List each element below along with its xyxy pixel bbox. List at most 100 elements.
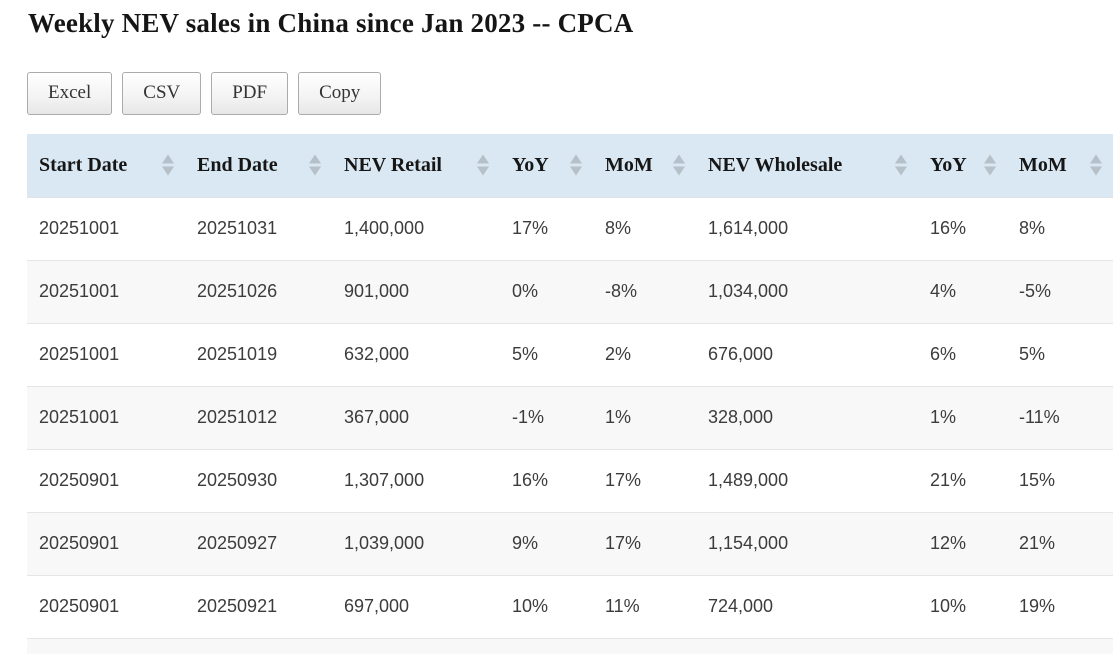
column-header-label: MoM (605, 153, 653, 176)
table-cell: 17% (512, 218, 549, 239)
table-cell: 17% (605, 470, 642, 491)
sort-down-icon (570, 166, 582, 176)
column-header-yoy-6[interactable]: YoY (918, 134, 1007, 198)
table-cell: 6% (930, 344, 957, 365)
column-header-label: MoM (1019, 153, 1067, 176)
column-header-nev-wholesale-5[interactable]: NEV Wholesale (696, 134, 918, 198)
table-row: 20251001 20251019 632,000 5% 2% 676,000 6% 5% (27, 323, 1113, 387)
table-cell: 20251019 (197, 344, 278, 365)
table-cell (1007, 638, 1113, 654)
table-cell: 19% (1019, 596, 1056, 617)
table-cell: 9% (512, 533, 539, 554)
sort-icon (162, 154, 174, 176)
pdf-button[interactable]: PDF (211, 72, 289, 116)
sort-up-icon (895, 154, 907, 164)
sort-icon (984, 154, 996, 176)
sort-down-icon (477, 166, 489, 176)
sort-icon (895, 154, 907, 176)
table-cell: 328,000 (708, 407, 774, 428)
sort-icon (309, 154, 321, 176)
table-cell (696, 638, 918, 654)
sort-icon (477, 154, 489, 176)
nev-sales-table: Start Date End Date NEV Retail YoY MoM NEV Wh… (27, 134, 1113, 654)
table-cell: 21% (1019, 533, 1056, 554)
column-header-label: YoY (512, 153, 549, 176)
table-cell: 1,489,000 (708, 470, 789, 491)
table-cell: 1,034,000 (708, 281, 789, 302)
table-row-partial (27, 638, 1113, 654)
table-row: 20250901 20250930 1,307,000 16% 17% 1,489,000… (27, 449, 1113, 513)
table-cell: 10% (930, 596, 967, 617)
table-cell: 20251001 (39, 281, 120, 302)
table-row: 20250901 20250927 1,039,000 9% 17% 1,154,000 1… (27, 512, 1113, 576)
sort-icon (570, 154, 582, 176)
table-cell: 20251026 (197, 281, 278, 302)
table-cell: 12% (930, 533, 967, 554)
table-cell: 676,000 (708, 344, 774, 365)
column-header-nev-retail-2[interactable]: NEV Retail (332, 134, 500, 198)
sort-up-icon (162, 154, 174, 164)
sort-down-icon (309, 166, 321, 176)
table-cell: 20250921 (197, 596, 278, 617)
table-cell: 0% (512, 281, 539, 302)
sort-up-icon (309, 154, 321, 164)
table-cell (593, 638, 696, 654)
column-header-mom-7[interactable]: MoM (1007, 134, 1113, 198)
table-cell: 1,400,000 (344, 218, 425, 239)
table-cell (27, 638, 185, 654)
table-cell: 21% (930, 470, 967, 491)
table-row: 20250901 20250921 697,000 10% 11% 724,000 10% 1… (27, 575, 1113, 639)
table-cell (185, 638, 332, 654)
table-cell: 5% (1019, 344, 1046, 365)
table-cell: 20250901 (39, 470, 120, 491)
sort-up-icon (570, 154, 582, 164)
excel-button[interactable]: Excel (27, 72, 113, 116)
table-cell: 632,000 (344, 344, 410, 365)
column-header-label: End Date (197, 153, 278, 176)
column-header-end-date-1[interactable]: End Date (185, 134, 332, 198)
table-cell: 16% (512, 470, 549, 491)
table-cell: 1% (605, 407, 632, 428)
column-header-label: NEV Retail (344, 153, 442, 176)
table-cell: 901,000 (344, 281, 410, 302)
csv-button[interactable]: CSV (122, 72, 202, 116)
sort-up-icon (477, 154, 489, 164)
table-cell: 16% (930, 218, 967, 239)
column-header-start-date-0[interactable]: Start Date (27, 134, 185, 198)
sort-up-icon (984, 154, 996, 164)
table-cell: -8% (605, 281, 638, 302)
sort-icon (1090, 154, 1102, 176)
table-cell: 1,307,000 (344, 470, 425, 491)
table-cell: 4% (930, 281, 957, 302)
copy-button[interactable]: Copy (298, 72, 382, 116)
table-cell (332, 638, 500, 654)
column-header-mom-4[interactable]: MoM (593, 134, 696, 198)
table-cell: 1,039,000 (344, 533, 425, 554)
table-cell: 15% (1019, 470, 1056, 491)
table-cell: 20250901 (39, 596, 120, 617)
table-cell: 8% (1019, 218, 1046, 239)
table-cell: 1,614,000 (708, 218, 789, 239)
table-cell: 2% (605, 344, 632, 365)
table-cell: 20250901 (39, 533, 120, 554)
table-row: 20251001 20251012 367,000 -1% 1% 328,000 1% -11… (27, 386, 1113, 450)
table-cell: 367,000 (344, 407, 410, 428)
table-body: 20251001 20251031 1,400,000 17% 8% 1,614,000 1… (27, 197, 1113, 654)
column-header-yoy-3[interactable]: YoY (500, 134, 593, 198)
table-row: 20251001 20251026 901,000 0% -8% 1,034,000 4% -… (27, 260, 1113, 324)
page: Weekly NEV sales in China since Jan 2023… (0, 8, 1119, 654)
column-header-label: NEV Wholesale (708, 153, 843, 176)
column-header-label: Start Date (39, 153, 128, 176)
table-cell: -11% (1019, 407, 1060, 428)
sort-up-icon (1090, 154, 1102, 164)
table-cell (500, 638, 593, 654)
table-cell: 8% (605, 218, 632, 239)
sort-down-icon (673, 166, 685, 176)
table-cell: 10% (512, 596, 549, 617)
table-cell: 20251001 (39, 407, 120, 428)
sort-up-icon (673, 154, 685, 164)
table-cell: 11% (605, 596, 640, 617)
table-cell: 1,154,000 (708, 533, 789, 554)
table-cell: 20251012 (197, 407, 278, 428)
table-cell: -5% (1019, 281, 1052, 302)
